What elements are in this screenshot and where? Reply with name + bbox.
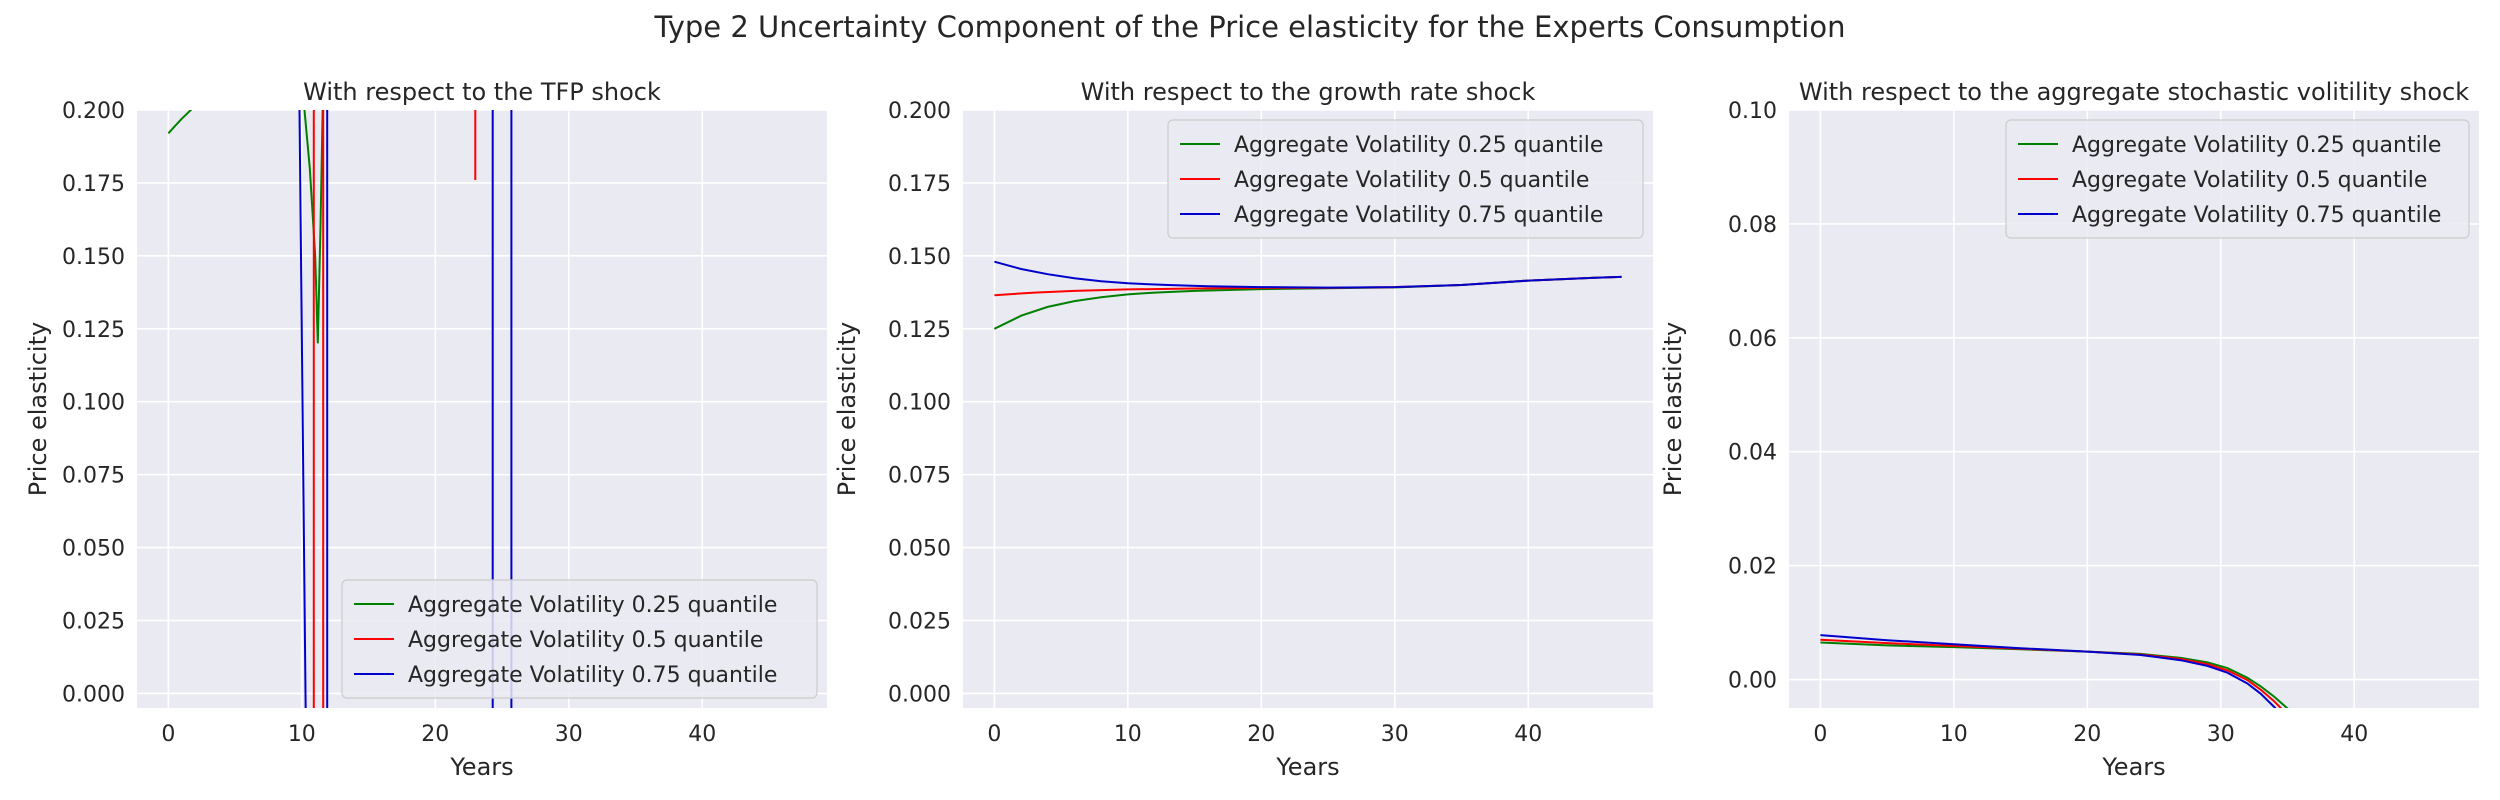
x-tick-label: 10 xyxy=(1940,722,1968,747)
y-axis-label: Price elasticity xyxy=(24,322,52,496)
y-tick-label: 0.100 xyxy=(62,391,125,416)
y-tick-label: 0.150 xyxy=(888,245,951,270)
legend-box xyxy=(341,579,818,699)
figure-title: Type 2 Uncertainty Component of the Pric… xyxy=(654,10,1846,44)
y-tick-label: 0.000 xyxy=(62,682,125,707)
legend-entry-q75: Aggregate Volatility 0.75 quantile xyxy=(2072,203,2441,228)
legend-entry-q75: Aggregate Volatility 0.75 quantile xyxy=(1234,203,1603,228)
legend: Aggregate Volatility 0.25 quantile Aggreg… xyxy=(341,579,818,699)
x-tick-label: 0 xyxy=(161,722,175,747)
x-tick-label: 10 xyxy=(288,722,316,747)
legend: Aggregate Volatility 0.25 quantile Aggreg… xyxy=(1167,119,1644,239)
legend-entry-q50: Aggregate Volatility 0.5 quantile xyxy=(408,628,763,653)
x-axis-label: Years xyxy=(2101,753,2165,781)
legend-box xyxy=(2005,119,2470,239)
x-tick-label: 40 xyxy=(1514,722,1542,747)
x-tick-label: 10 xyxy=(1114,722,1142,747)
y-tick-label: 0.125 xyxy=(888,318,951,343)
series-group xyxy=(1820,634,2289,708)
x-tick-label: 20 xyxy=(1247,722,1275,747)
y-tick-label: 0.100 xyxy=(888,391,951,416)
y-axis-label: Price elasticity xyxy=(1659,322,1687,496)
series-q75-line xyxy=(1820,634,2277,708)
y-tick-label: 0.200 xyxy=(888,99,951,124)
legend-entry-q25: Aggregate Volatility 0.25 quantile xyxy=(408,593,777,618)
legend-box xyxy=(1167,119,1644,239)
series-q75-line xyxy=(994,260,1622,289)
y-tick-label: 0.06 xyxy=(1728,327,1777,352)
legend-entry-q25: Aggregate Volatility 0.25 quantile xyxy=(1234,133,1603,158)
y-tick-label: 0.025 xyxy=(62,609,125,634)
x-tick-label: 40 xyxy=(688,722,716,747)
x-tick-label: 20 xyxy=(2073,722,2101,747)
x-tick-label: 30 xyxy=(2207,722,2235,747)
x-axis-label: Years xyxy=(1275,753,1339,781)
series-q75-line xyxy=(298,110,307,708)
chart-panel-3: 0 10 20 30 40 0.00 0.02 0.04 0.06 0.08 0.10 With re… xyxy=(1659,78,2479,781)
legend-entry-q25: Aggregate Volatility 0.25 quantile xyxy=(2072,133,2441,158)
y-tick-label: 0.150 xyxy=(62,245,125,270)
legend-entry-q75: Aggregate Volatility 0.75 quantile xyxy=(408,663,777,688)
series-q25-line xyxy=(167,110,193,134)
y-axis-label: Price elasticity xyxy=(833,322,861,496)
y-tick-label: 0.175 xyxy=(888,172,951,197)
legend-entry-q50: Aggregate Volatility 0.5 quantile xyxy=(1234,168,1589,193)
series-q50-line xyxy=(1820,638,2283,708)
y-tick-label: 0.125 xyxy=(62,318,125,343)
series-q25-line xyxy=(1820,641,2289,708)
x-tick-label: 40 xyxy=(2340,722,2368,747)
y-tick-label: 0.10 xyxy=(1728,99,1777,124)
chart-panel-2: 0 10 20 30 40 0.000 0.025 0.050 0.075 0.100 0.125 0… xyxy=(833,78,1653,781)
legend-entry-q50: Aggregate Volatility 0.5 quantile xyxy=(2072,168,2427,193)
chart-title: With respect to the aggregate stochastic… xyxy=(1799,78,2469,106)
y-tick-label: 0.00 xyxy=(1728,669,1777,694)
y-tick-label: 0.200 xyxy=(62,99,125,124)
y-tick-label: 0.02 xyxy=(1728,555,1777,580)
y-tick-label: 0.050 xyxy=(888,537,951,562)
y-tick-label: 0.000 xyxy=(888,682,951,707)
x-tick-label: 30 xyxy=(555,722,583,747)
x-tick-label: 20 xyxy=(421,722,449,747)
y-tick-label: 0.08 xyxy=(1728,213,1777,238)
x-tick-label: 30 xyxy=(1381,722,1409,747)
y-tick-label: 0.075 xyxy=(888,464,951,489)
y-tick-label: 0.175 xyxy=(62,172,125,197)
series-q25-line xyxy=(303,110,324,344)
legend: Aggregate Volatility 0.25 quantile Aggreg… xyxy=(2005,119,2470,239)
chart-panels: 0 10 20 30 400.0000.0250.0500.0750.1000.1250… xyxy=(24,78,2479,781)
y-tick-label: 0.04 xyxy=(1728,441,1777,466)
chart-title: With respect to the TFP shock xyxy=(303,78,661,106)
y-tick-label: 0.025 xyxy=(888,609,951,634)
x-tick-label: 0 xyxy=(1813,722,1827,747)
y-tick-label: 0.075 xyxy=(62,464,125,489)
y-tick-label: 0.050 xyxy=(62,537,125,562)
x-tick-label: 0 xyxy=(987,722,1001,747)
chart-panel-1: 0 10 20 30 40 0.000 0.025 0.050 0.075 0.100 0.125 0… xyxy=(24,78,827,781)
chart-title: With respect to the growth rate shock xyxy=(1081,78,1536,106)
x-axis-label: Years xyxy=(449,753,513,781)
series-group xyxy=(993,260,1622,330)
